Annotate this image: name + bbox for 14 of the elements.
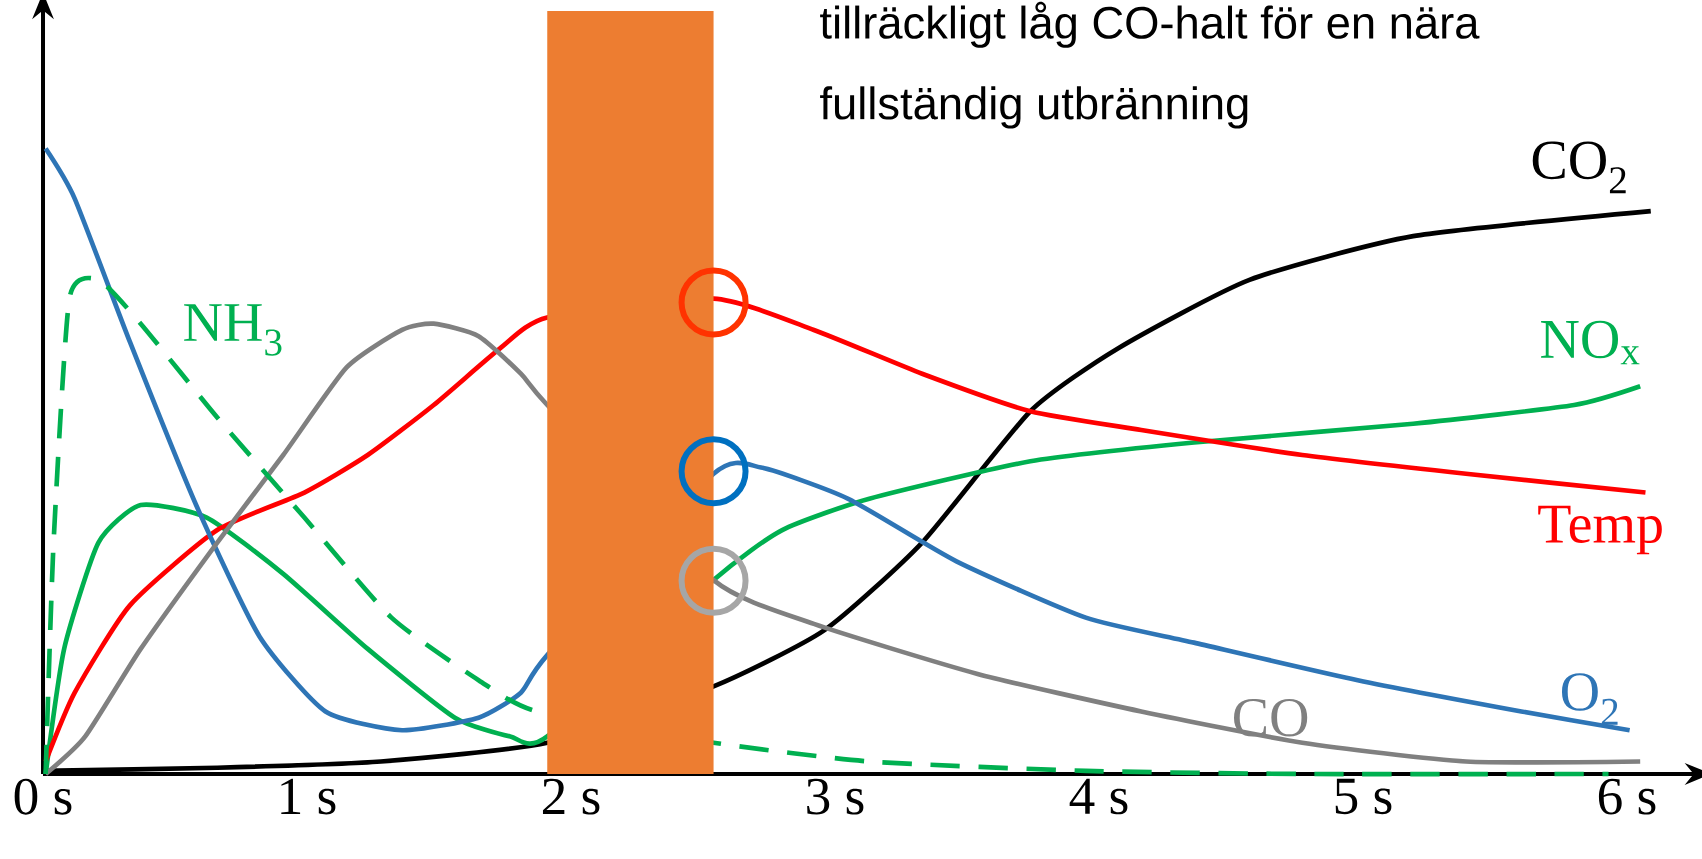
- text: fullständig utbränning: [820, 86, 1248, 129]
- x-tick-label: 3 s: [807, 778, 864, 815]
- text: tillräckligt låg CO-halt för en nära: [820, 1, 1480, 48]
- x-tick-label: 0 s: [14, 778, 72, 815]
- x-tick-label: 4 s: [1069, 778, 1128, 815]
- series-label: NH$_{3}$: [184, 304, 282, 356]
- x-tick-label: 1 s: [281, 778, 336, 815]
- series-label: CO$_{2}$: [1532, 141, 1626, 194]
- x-tick-label: 2 s: [542, 778, 600, 815]
- series-label: Temp: [1538, 505, 1662, 555]
- x-tick-label: 5 s: [1335, 778, 1392, 815]
- series-label: O$_{2}$: [1561, 673, 1618, 725]
- x-tick-label: 6 s: [1598, 778, 1656, 815]
- series-label: NO$_{x}$: [1541, 320, 1640, 365]
